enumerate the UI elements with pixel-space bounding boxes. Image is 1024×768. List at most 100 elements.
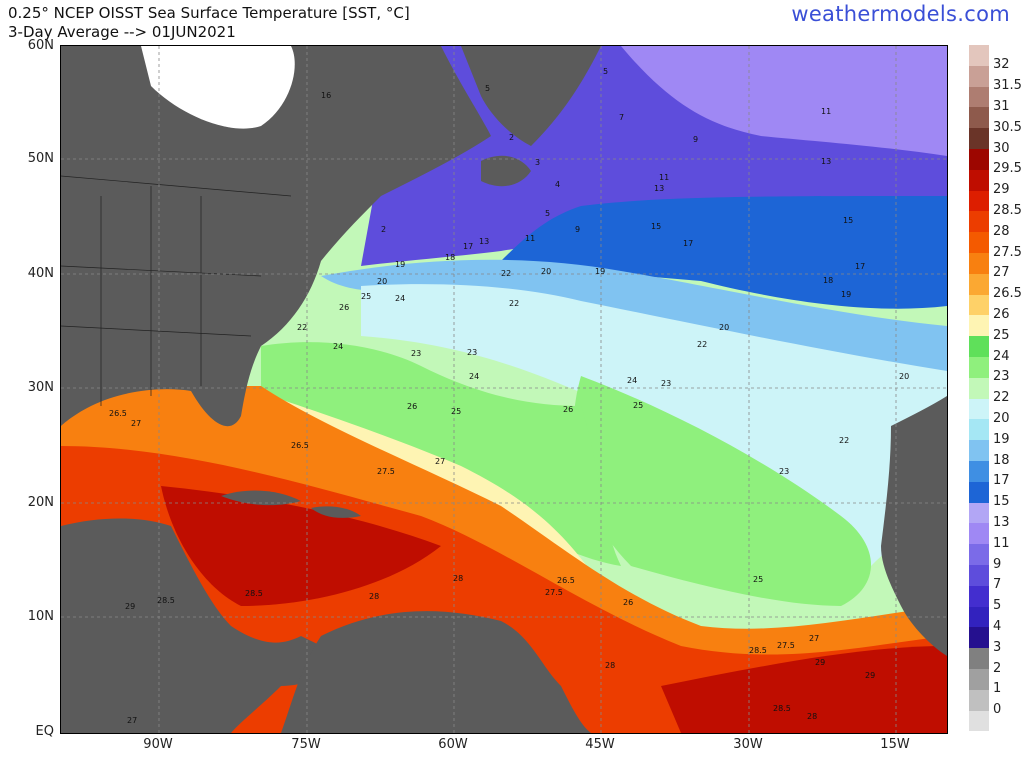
legend-swatch	[969, 460, 989, 482]
contour-label: 24	[395, 294, 405, 303]
legend-swatch	[969, 502, 989, 524]
cuba	[221, 490, 301, 506]
legend-label: 28.5	[993, 203, 1022, 218]
legend-label: 27.5	[993, 245, 1022, 260]
contour-label: 5	[545, 209, 550, 218]
lon-label-90w: 90W	[143, 737, 173, 752]
contour-label: 26	[563, 405, 573, 414]
legend-swatch	[969, 169, 989, 191]
legend-label: 1	[993, 681, 1002, 696]
legend-label: 5	[993, 598, 1002, 613]
sst-band-guinea	[661, 646, 947, 733]
contour-label: 28.5	[749, 646, 767, 655]
legend-label: 4	[993, 619, 1002, 634]
contour-label: 27.5	[777, 641, 795, 650]
border-line	[61, 325, 252, 337]
contour-label: 18	[445, 253, 455, 262]
contour-label: 26.5	[291, 441, 309, 450]
legend-swatch	[969, 86, 989, 108]
south-america	[281, 611, 591, 733]
contour-label: 22	[697, 340, 707, 349]
legend-label: 32	[993, 57, 1010, 72]
legend-swatch	[969, 107, 989, 129]
contour-label: 29	[865, 671, 875, 680]
legend-swatch	[969, 190, 989, 212]
lat-label-10n: 10N	[27, 609, 54, 624]
lat-label-60n: 60N	[27, 38, 54, 53]
graticule	[61, 46, 947, 733]
color-legend	[969, 45, 989, 732]
brand-link[interactable]: weathermodels.com	[791, 2, 1010, 26]
legend-label: 30.5	[993, 120, 1022, 135]
legend-swatch	[969, 398, 989, 420]
contour-label: 22	[839, 436, 849, 445]
contour-label: 28.5	[773, 704, 791, 713]
legend-label: 26	[993, 307, 1010, 322]
contour-label: 20	[541, 267, 551, 276]
legend-swatch	[969, 232, 989, 253]
legend-label: 24	[993, 349, 1010, 364]
legend-label: 22	[993, 390, 1010, 405]
contour-label: 25	[753, 575, 763, 584]
legend-swatch	[969, 689, 989, 711]
lat-label-40n: 40N	[27, 266, 54, 281]
contour-label: 26.5	[109, 409, 127, 418]
contour-label: 28	[369, 592, 379, 601]
legend-swatch	[969, 336, 989, 357]
legend-label: 25	[993, 328, 1010, 343]
contour-label: 11	[821, 107, 831, 116]
contour-label: 13	[654, 184, 664, 193]
sst-band-25	[573, 376, 871, 606]
map-title: 0.25° NCEP OISST Sea Surface Temperature…	[8, 4, 410, 42]
contour-label: 25	[451, 407, 461, 416]
lon-label-60w: 60W	[438, 737, 468, 752]
contour-label: 27.5	[377, 467, 395, 476]
title-line-2: 3-Day Average --> 01JUN2021	[8, 23, 236, 41]
legend-swatch	[969, 585, 989, 607]
border-line	[61, 175, 292, 197]
contour-label: 2	[509, 133, 514, 142]
legend-swatch	[969, 252, 989, 274]
contour-label: 27	[809, 634, 819, 643]
title-line-1: 0.25° NCEP OISST Sea Surface Temperature…	[8, 4, 410, 22]
contour-label: 17	[463, 242, 473, 251]
lon-label-45w: 45W	[585, 737, 615, 752]
contour-label: 19	[841, 290, 851, 299]
contour-label: 27	[131, 419, 141, 428]
sst-band-11	[621, 46, 947, 156]
legend-label: 7	[993, 577, 1002, 592]
contour-label: 25	[361, 292, 371, 301]
newfoundland	[481, 155, 531, 187]
lon-label-15w: 15W	[880, 737, 910, 752]
north-america	[61, 46, 491, 427]
lat-label-30n: 30N	[27, 380, 54, 395]
lon-label-30w: 30W	[733, 737, 763, 752]
legend-swatch	[969, 648, 989, 669]
contour-label: 15	[843, 216, 853, 225]
legend-swatch	[969, 356, 989, 378]
sst-band-15	[501, 196, 947, 309]
legend-swatch	[969, 45, 989, 66]
contour-label: 27	[435, 457, 445, 466]
legend-swatch	[969, 211, 989, 233]
contour-label: 7	[619, 113, 624, 122]
legend-swatch	[969, 627, 989, 649]
legend-swatch	[969, 564, 989, 586]
contour-label: 22	[501, 269, 511, 278]
contour-label: 27.5	[545, 588, 563, 597]
contour-label: 22	[297, 323, 307, 332]
africa	[881, 396, 947, 656]
contour-label: 5	[485, 84, 490, 93]
legend-label: 29.5	[993, 161, 1022, 176]
legend-label: 13	[993, 515, 1010, 530]
contour-label: 13	[821, 157, 831, 166]
legend-swatch	[969, 523, 989, 545]
legend-swatch	[969, 128, 989, 149]
labrador	[461, 46, 601, 146]
contour-label: 28	[807, 712, 817, 721]
contour-label: 28.5	[157, 596, 175, 605]
contour-label: 5	[603, 67, 608, 76]
contour-label: 26	[407, 402, 417, 411]
sst-map[interactable]: 5 5 7 9 11 11 13 13 13 15 15 17 17 17 18…	[60, 45, 948, 734]
legend-swatch	[969, 148, 989, 170]
